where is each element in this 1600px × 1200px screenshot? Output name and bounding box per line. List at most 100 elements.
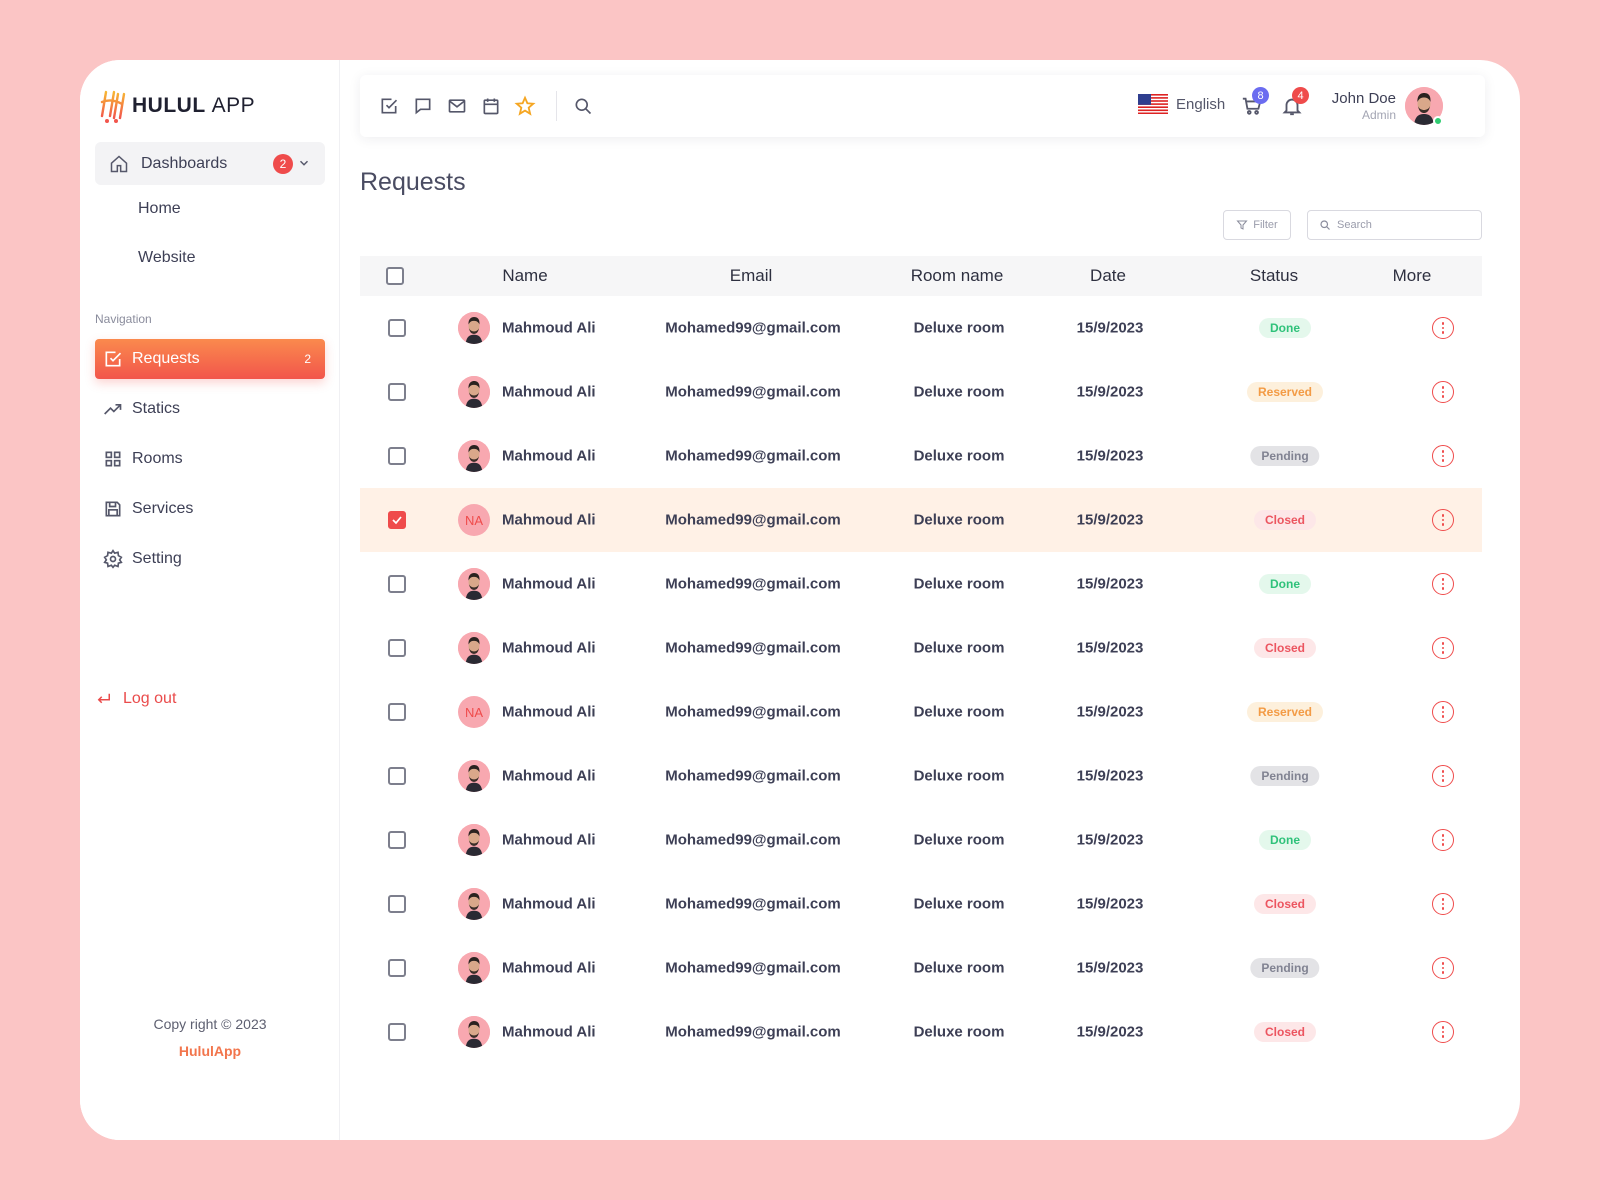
brand-link[interactable]: HululApp bbox=[178, 1043, 242, 1059]
row-checkbox[interactable] bbox=[388, 383, 406, 401]
table-row[interactable]: NA Mahmoud Ali Mohamed99@gmail.com Deluxe r… bbox=[360, 488, 1482, 552]
cell-name: Mahmoud Ali bbox=[502, 511, 596, 529]
more-options-icon[interactable] bbox=[1432, 509, 1454, 531]
cell-date: 15/9/2023 bbox=[1076, 447, 1144, 465]
table-row[interactable]: NA Mahmoud Ali Mohamed99@gmail.com Deluxe r… bbox=[360, 680, 1482, 744]
header-status[interactable]: Status bbox=[1249, 266, 1299, 285]
row-checkbox[interactable] bbox=[388, 895, 406, 913]
cell-name: Mahmoud Ali bbox=[502, 895, 596, 913]
table-row[interactable]: Mahmoud Ali Mohamed99@gmail.com Deluxe roo… bbox=[360, 1000, 1482, 1064]
row-checkbox[interactable] bbox=[388, 959, 406, 977]
cell-name: Mahmoud Ali bbox=[502, 767, 596, 785]
app-frame: HULUL APP Dashboards 2 Home Website Navi… bbox=[80, 60, 1520, 1140]
row-checkbox[interactable] bbox=[388, 767, 406, 785]
header-name[interactable]: Name bbox=[502, 266, 548, 285]
table-row[interactable]: Mahmoud Ali Mohamed99@gmail.com Deluxe roo… bbox=[360, 296, 1482, 360]
table-body: Mahmoud Ali Mohamed99@gmail.com Deluxe roo… bbox=[360, 296, 1482, 1064]
header-email[interactable]: Email bbox=[729, 266, 773, 285]
star-icon[interactable] bbox=[513, 94, 537, 118]
requests-table: Name Email Room name Date Status More Ma… bbox=[360, 256, 1482, 1064]
cell-date: 15/9/2023 bbox=[1076, 575, 1144, 593]
cell-date: 15/9/2023 bbox=[1076, 831, 1144, 849]
search-icon[interactable] bbox=[571, 94, 595, 118]
table-row[interactable]: Mahmoud Ali Mohamed99@gmail.com Deluxe roo… bbox=[360, 872, 1482, 936]
language-label: English bbox=[1176, 95, 1226, 113]
cell-room: Deluxe room bbox=[913, 895, 1005, 913]
table-row[interactable]: Mahmoud Ali Mohamed99@gmail.com Deluxe roo… bbox=[360, 360, 1482, 424]
more-options-icon[interactable] bbox=[1432, 445, 1454, 467]
app-logo[interactable]: HULUL APP bbox=[98, 88, 255, 124]
top-bar: English 8 4 John Doe Admin bbox=[360, 75, 1485, 137]
cell-date: 15/9/2023 bbox=[1076, 511, 1144, 529]
header-more: More bbox=[1392, 266, 1432, 285]
row-checkbox[interactable] bbox=[388, 511, 406, 529]
us-flag-icon bbox=[1138, 94, 1168, 114]
cell-date: 15/9/2023 bbox=[1076, 959, 1144, 977]
chevron-down-icon[interactable] bbox=[297, 156, 311, 170]
row-checkbox[interactable] bbox=[388, 1023, 406, 1041]
sidebar-item-statics[interactable]: Statics bbox=[95, 389, 325, 429]
calendar-icon[interactable] bbox=[479, 94, 503, 118]
cell-room: Deluxe room bbox=[913, 383, 1005, 401]
dashboards-menu[interactable]: Dashboards 2 bbox=[95, 142, 325, 185]
table-row[interactable]: Mahmoud Ali Mohamed99@gmail.com Deluxe roo… bbox=[360, 424, 1482, 488]
more-options-icon[interactable] bbox=[1432, 957, 1454, 979]
toolbar-divider bbox=[556, 91, 557, 121]
table-row[interactable]: Mahmoud Ali Mohamed99@gmail.com Deluxe roo… bbox=[360, 808, 1482, 872]
more-options-icon[interactable] bbox=[1432, 573, 1454, 595]
row-checkbox[interactable] bbox=[388, 703, 406, 721]
tasks-icon[interactable] bbox=[377, 94, 401, 118]
logout-button[interactable]: Log out bbox=[95, 690, 176, 708]
row-checkbox[interactable] bbox=[388, 831, 406, 849]
cell-email: Mohamed99@gmail.com bbox=[665, 383, 841, 401]
cell-date: 15/9/2023 bbox=[1076, 895, 1144, 913]
sidebar-item-label: Services bbox=[132, 500, 194, 517]
cell-date: 15/9/2023 bbox=[1076, 639, 1144, 657]
row-checkbox[interactable] bbox=[388, 447, 406, 465]
user-avatar bbox=[458, 568, 490, 600]
more-options-icon[interactable] bbox=[1432, 381, 1454, 403]
row-checkbox[interactable] bbox=[388, 319, 406, 337]
cell-email: Mohamed99@gmail.com bbox=[665, 639, 841, 657]
filter-button[interactable]: Filter bbox=[1223, 210, 1291, 240]
table-row[interactable]: Mahmoud Ali Mohamed99@gmail.com Deluxe roo… bbox=[360, 552, 1482, 616]
more-options-icon[interactable] bbox=[1432, 701, 1454, 723]
table-row[interactable]: Mahmoud Ali Mohamed99@gmail.com Deluxe roo… bbox=[360, 616, 1482, 680]
more-options-icon[interactable] bbox=[1432, 1021, 1454, 1043]
cell-room: Deluxe room bbox=[913, 575, 1005, 593]
more-options-icon[interactable] bbox=[1432, 637, 1454, 659]
sidebar-item-requests[interactable]: Requests 2 bbox=[95, 339, 325, 379]
more-options-icon[interactable] bbox=[1432, 317, 1454, 339]
cell-email: Mohamed99@gmail.com bbox=[665, 511, 841, 529]
cell-name: Mahmoud Ali bbox=[502, 959, 596, 977]
table-row[interactable]: Mahmoud Ali Mohamed99@gmail.com Deluxe roo… bbox=[360, 744, 1482, 808]
status-badge: Done bbox=[1259, 318, 1311, 338]
header-room-name[interactable]: Room name bbox=[910, 266, 1004, 285]
cell-email: Mohamed99@gmail.com bbox=[665, 575, 841, 593]
row-checkbox[interactable] bbox=[388, 575, 406, 593]
chat-icon[interactable] bbox=[411, 94, 435, 118]
sidebar-item-website[interactable]: Website bbox=[138, 249, 196, 266]
language-selector[interactable]: English bbox=[1138, 94, 1225, 114]
more-options-icon[interactable] bbox=[1432, 893, 1454, 915]
user-avatar-initials: NA bbox=[458, 504, 490, 536]
app-name: HULUL APP bbox=[132, 94, 256, 117]
gear-icon bbox=[103, 549, 123, 569]
sidebar-item-services[interactable]: Services bbox=[95, 489, 325, 529]
mail-icon[interactable] bbox=[445, 94, 469, 118]
cell-date: 15/9/2023 bbox=[1076, 703, 1144, 721]
more-options-icon[interactable] bbox=[1432, 765, 1454, 787]
more-options-icon[interactable] bbox=[1432, 829, 1454, 851]
sidebar-item-setting[interactable]: Setting bbox=[95, 539, 325, 579]
row-checkbox[interactable] bbox=[388, 639, 406, 657]
sidebar-item-rooms[interactable]: Rooms bbox=[95, 439, 325, 479]
cell-email: Mohamed99@gmail.com bbox=[665, 895, 841, 913]
search-field[interactable] bbox=[1307, 210, 1482, 240]
cell-room: Deluxe room bbox=[913, 511, 1005, 529]
search-input[interactable] bbox=[1337, 219, 1477, 231]
cell-name: Mahmoud Ali bbox=[502, 1023, 596, 1041]
header-date[interactable]: Date bbox=[1090, 266, 1126, 285]
select-all-checkbox[interactable] bbox=[386, 267, 404, 285]
table-row[interactable]: Mahmoud Ali Mohamed99@gmail.com Deluxe roo… bbox=[360, 936, 1482, 1000]
sidebar-item-home[interactable]: Home bbox=[138, 200, 181, 217]
